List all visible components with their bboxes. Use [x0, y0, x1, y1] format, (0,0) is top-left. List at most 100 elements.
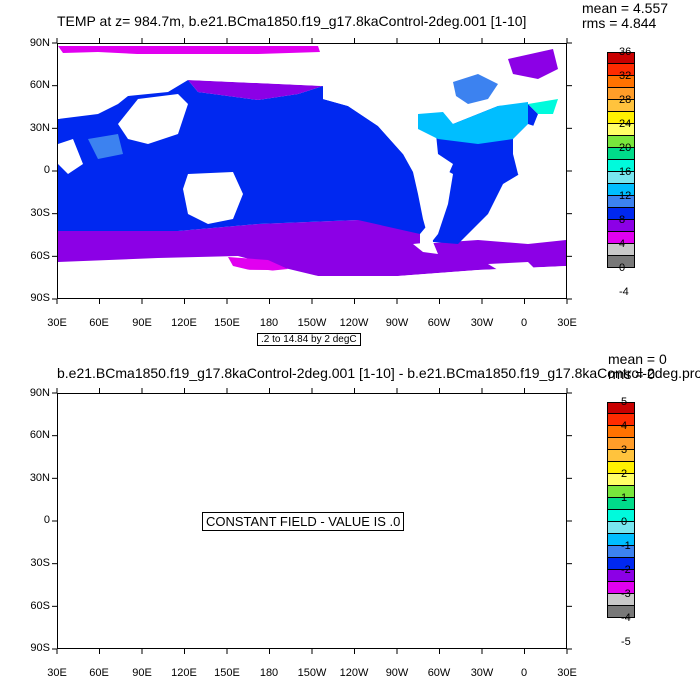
top-x-tick-60e: 60E: [89, 317, 109, 329]
colorbar-swatch: [608, 52, 634, 64]
colorbar-swatch: [608, 546, 634, 558]
colorbar-swatch: [608, 208, 634, 220]
colorbar-swatch: [608, 558, 634, 570]
colorbar-swatch: [608, 64, 634, 76]
colorbar-swatch: [608, 402, 634, 414]
top-x-tick-90e: 90E: [132, 317, 152, 329]
bottom-x-tick-150w: 150W: [297, 667, 327, 679]
colorbar-label: 1: [621, 492, 628, 504]
bottom-x-tick-180: 180: [259, 667, 279, 679]
colorbar-label: 3: [621, 444, 628, 456]
colorbar-label: 0: [619, 262, 626, 274]
colorbar-swatch: [608, 148, 634, 160]
colorbar-swatch: [608, 414, 634, 426]
top-rms-stat: rms = 4.844: [582, 15, 657, 31]
colorbar-label: 4: [619, 238, 626, 250]
top-x-tick-90w: 90W: [385, 317, 409, 329]
top-x-tick-30e-right: 30E: [557, 317, 577, 329]
colorbar-label: 0: [621, 516, 628, 528]
colorbar-swatch: [608, 462, 634, 474]
top-map-frame: [57, 43, 567, 299]
colorbar-label: 4: [621, 420, 628, 432]
top-y-tick-60n: 60N: [29, 79, 50, 91]
top-x-tick-120e: 120E: [171, 317, 197, 329]
colorbar-swatch: [608, 570, 634, 582]
bottom-y-tick-30n: 30N: [29, 472, 50, 484]
colorbar-swatch: [608, 160, 634, 172]
bottom-x-tick-150e: 150E: [214, 667, 240, 679]
bottom-y-tick-90n: 90N: [29, 387, 50, 399]
bottom-x-tick-120w: 120W: [339, 667, 369, 679]
colorbar-swatch: [608, 136, 634, 148]
bottom-y-tick-60n: 60N: [29, 429, 50, 441]
colorbar-label: 36: [619, 46, 632, 58]
colorbar-swatch: [608, 124, 634, 136]
constant-field-label: CONSTANT FIELD - VALUE IS .0: [202, 512, 405, 531]
colorbar-swatch: [608, 88, 634, 100]
colorbar-label: 24: [619, 118, 632, 130]
colorbar-label: -4: [621, 612, 631, 624]
colorbar-swatch: [608, 112, 634, 124]
bottom-x-tick-90e: 90E: [132, 667, 152, 679]
top-x-tick-30w: 30W: [470, 317, 494, 329]
top-y-tick-30s: 30S: [30, 207, 50, 219]
colorbar-label: -2: [621, 564, 631, 576]
colorbar-swatch: [608, 486, 634, 498]
top-colorbar: [607, 52, 635, 268]
top-y-tick-60s: 60S: [30, 250, 50, 262]
top-y-tick-0: 0: [43, 164, 50, 176]
colorbar-swatch: [608, 244, 634, 256]
colorbar-swatch: [608, 582, 634, 594]
top-contour-info: .2 to 14.84 by 2 degC: [257, 333, 361, 346]
bottom-map-frame: [57, 393, 567, 649]
bottom-map-title: b.e21.BCma1850.f19_g17.8kaControl-2deg.0…: [57, 365, 700, 381]
bottom-rms-stat: rms = 0: [608, 366, 656, 382]
colorbar-label: 16: [619, 166, 632, 178]
top-y-tick-90n: 90N: [29, 37, 50, 49]
bottom-x-tick-60w: 60W: [427, 667, 451, 679]
colorbar-swatch: [608, 474, 634, 486]
top-x-tick-0: 0: [520, 317, 528, 329]
bottom-x-tick-90w: 90W: [385, 667, 409, 679]
colorbar-swatch: [608, 594, 634, 606]
colorbar-swatch: [608, 426, 634, 438]
colorbar-swatch: [608, 100, 634, 112]
colorbar-label: 32: [619, 70, 632, 82]
top-x-tick-180: 180: [259, 317, 279, 329]
colorbar-swatch: [608, 534, 634, 546]
colorbar-label: -5: [621, 636, 631, 648]
top-y-tick-30n: 30N: [29, 122, 50, 134]
colorbar-swatch: [608, 450, 634, 462]
top-map-title: TEMP at z= 984.7m, b.e21.BCma1850.f19_g1…: [57, 13, 527, 29]
colorbar-swatch: [608, 196, 634, 208]
top-x-tick-30e: 30E: [47, 317, 67, 329]
colorbar-swatch: [608, 522, 634, 534]
bottom-y-tick-60s: 60S: [30, 600, 50, 612]
colorbar-label: -4: [619, 286, 629, 298]
colorbar-swatch: [608, 438, 634, 450]
bottom-x-tick-120e: 120E: [171, 667, 197, 679]
top-x-tick-150e: 150E: [214, 317, 240, 329]
bottom-x-tick-30e: 30E: [47, 667, 67, 679]
bottom-x-tick-30e-right: 30E: [557, 667, 577, 679]
colorbar-label: 8: [619, 214, 626, 226]
top-y-tick-90s: 90S: [30, 292, 50, 304]
bottom-y-tick-90s: 90S: [30, 642, 50, 654]
colorbar-label: 2: [621, 468, 628, 480]
bottom-y-tick-0: 0: [43, 514, 50, 526]
colorbar-label: 20: [619, 142, 632, 154]
colorbar-swatch: [608, 510, 634, 522]
colorbar-label: 28: [619, 94, 632, 106]
top-map-field: [58, 46, 566, 298]
colorbar-label: -1: [621, 540, 631, 552]
top-x-tick-60w: 60W: [427, 317, 451, 329]
colorbar-swatch: [608, 606, 634, 618]
colorbar-label: -3: [621, 588, 631, 600]
colorbar-swatch: [608, 76, 634, 88]
top-x-tick-120w: 120W: [339, 317, 369, 329]
bottom-colorbar: [607, 402, 635, 618]
colorbar-label: 12: [619, 190, 632, 202]
colorbar-swatch: [608, 232, 634, 244]
colorbar-swatch: [608, 498, 634, 510]
bottom-x-tick-0: 0: [520, 667, 528, 679]
